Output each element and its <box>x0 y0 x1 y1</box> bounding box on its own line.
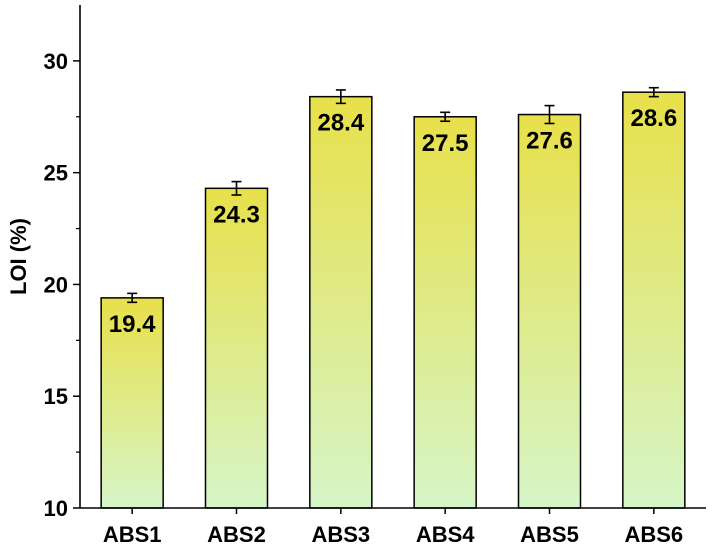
y-tick-label-30: 30 <box>44 49 68 74</box>
bar-abs5 <box>517 113 582 509</box>
error-bar-abs6 <box>648 86 659 98</box>
error-bar-abs2 <box>231 180 242 196</box>
error-bar-abs5 <box>544 104 555 125</box>
error-bar-abs1 <box>127 292 138 304</box>
bar-abs2 <box>204 187 269 509</box>
x-tick-label-abs6: ABS6 <box>624 522 683 545</box>
error-bar-abs4 <box>440 111 451 123</box>
y-tick-label-10: 10 <box>44 496 68 521</box>
bar-abs3 <box>309 95 373 509</box>
y-axis-title: LOI (%) <box>6 218 31 295</box>
data-label-abs3: 28.4 <box>317 110 364 137</box>
y-tick-label-15: 15 <box>44 384 68 409</box>
data-label-abs4: 27.5 <box>422 130 469 157</box>
x-tick-label-abs1: ABS1 <box>103 522 162 545</box>
bar-abs4 <box>413 116 477 509</box>
y-tick-label-25: 25 <box>44 161 68 186</box>
labels-layer: 19.4 ABS1 24.3 ABS2 28.4 ABS3 27.5 ABS4 27.6 ABS5… <box>44 49 684 545</box>
x-tick-label-abs5: ABS5 <box>520 522 579 545</box>
x-tick-label-abs2: ABS2 <box>207 522 266 545</box>
bar-abs1 <box>100 297 164 509</box>
error-bar-abs3 <box>335 89 346 105</box>
data-label-abs1: 19.4 <box>109 311 156 338</box>
data-label-abs2: 24.3 <box>213 201 260 228</box>
bar-abs6 <box>622 91 686 509</box>
data-label-abs5: 27.6 <box>526 128 573 155</box>
axes-layer <box>73 5 706 514</box>
x-tick-label-abs3: ABS3 <box>311 522 370 545</box>
y-tick-label-20: 20 <box>44 272 68 297</box>
bars-layer <box>100 86 686 509</box>
data-label-abs6: 28.6 <box>630 105 677 132</box>
x-tick-label-abs4: ABS4 <box>416 522 475 545</box>
